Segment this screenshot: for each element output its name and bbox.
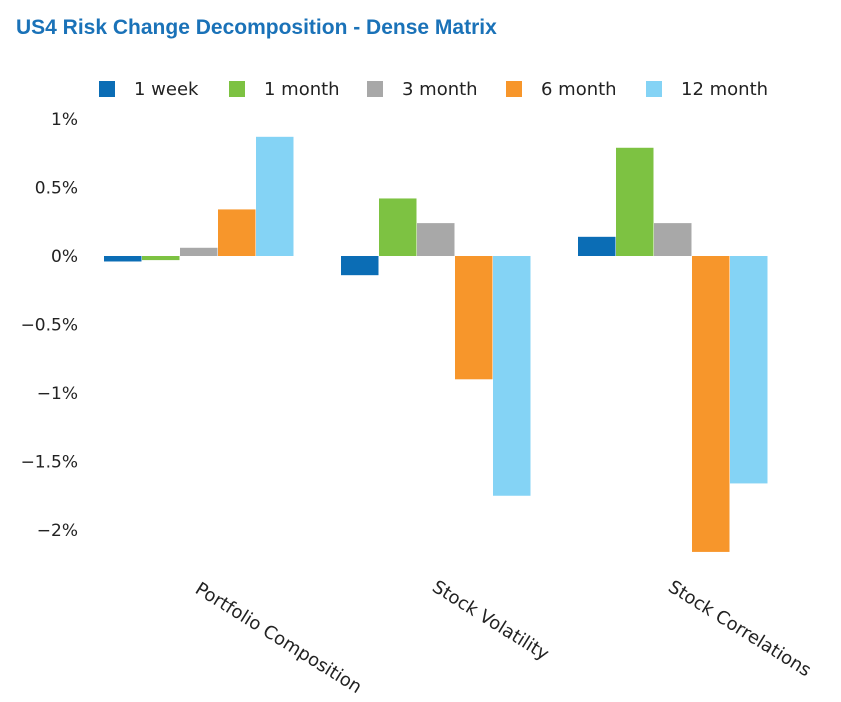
legend-swatch bbox=[99, 81, 115, 97]
bar-6-month-stock-volatility bbox=[455, 256, 493, 380]
legend-swatch bbox=[367, 81, 383, 97]
bar-1-month-stock-volatility bbox=[379, 198, 417, 256]
bar-3-month-stock-volatility bbox=[417, 223, 455, 256]
legend-swatch bbox=[506, 81, 522, 97]
bar-3-month-portfolio-composition bbox=[180, 247, 218, 256]
x-category-label: Stock Correlations bbox=[664, 576, 814, 681]
x-category-label: Portfolio Composition bbox=[191, 578, 365, 698]
bar-12-month-portfolio-composition bbox=[256, 136, 294, 256]
bars bbox=[104, 136, 768, 552]
bar-12-month-stock-volatility bbox=[493, 256, 531, 496]
bar-1-month-stock-correlations bbox=[616, 147, 654, 256]
bar-1-week-stock-correlations bbox=[578, 236, 616, 256]
legend-label: 1 month bbox=[264, 79, 340, 100]
chart-title: US4 Risk Change Decomposition - Dense Ma… bbox=[16, 16, 497, 39]
y-tick-label: −1.5% bbox=[21, 453, 78, 473]
y-tick-label: −0.5% bbox=[21, 316, 78, 336]
y-tick-label: −1% bbox=[37, 384, 78, 404]
y-tick-label: 1% bbox=[51, 110, 78, 130]
bar-1-week-stock-volatility bbox=[341, 256, 379, 276]
x-axis: Portfolio Composition Stock Volatility Sto… bbox=[191, 576, 814, 698]
legend-label: 12 month bbox=[681, 79, 768, 100]
legend-label: 1 week bbox=[134, 79, 199, 100]
y-tick-label: 0.5% bbox=[35, 179, 78, 199]
legend-swatch bbox=[229, 81, 245, 97]
legend-label: 6 month bbox=[541, 79, 617, 100]
bar-1-week-portfolio-composition bbox=[104, 256, 142, 262]
bar-12-month-stock-correlations bbox=[730, 256, 768, 484]
legend: 1 week 1 month 3 month 6 month 12 month bbox=[99, 79, 768, 100]
x-category-label: Stock Volatility bbox=[428, 576, 552, 665]
legend-swatch bbox=[646, 81, 662, 97]
y-tick-label: −2% bbox=[37, 521, 78, 541]
y-axis: 1% 0.5% 0% −0.5% −1% −1.5% −2% bbox=[21, 110, 78, 541]
bar-3-month-stock-correlations bbox=[654, 223, 692, 256]
y-tick-label: 0% bbox=[51, 247, 78, 267]
bar-1-month-portfolio-composition bbox=[142, 256, 180, 261]
bar-6-month-portfolio-composition bbox=[218, 209, 256, 256]
legend-label: 3 month bbox=[402, 79, 478, 100]
bar-6-month-stock-correlations bbox=[692, 256, 730, 552]
